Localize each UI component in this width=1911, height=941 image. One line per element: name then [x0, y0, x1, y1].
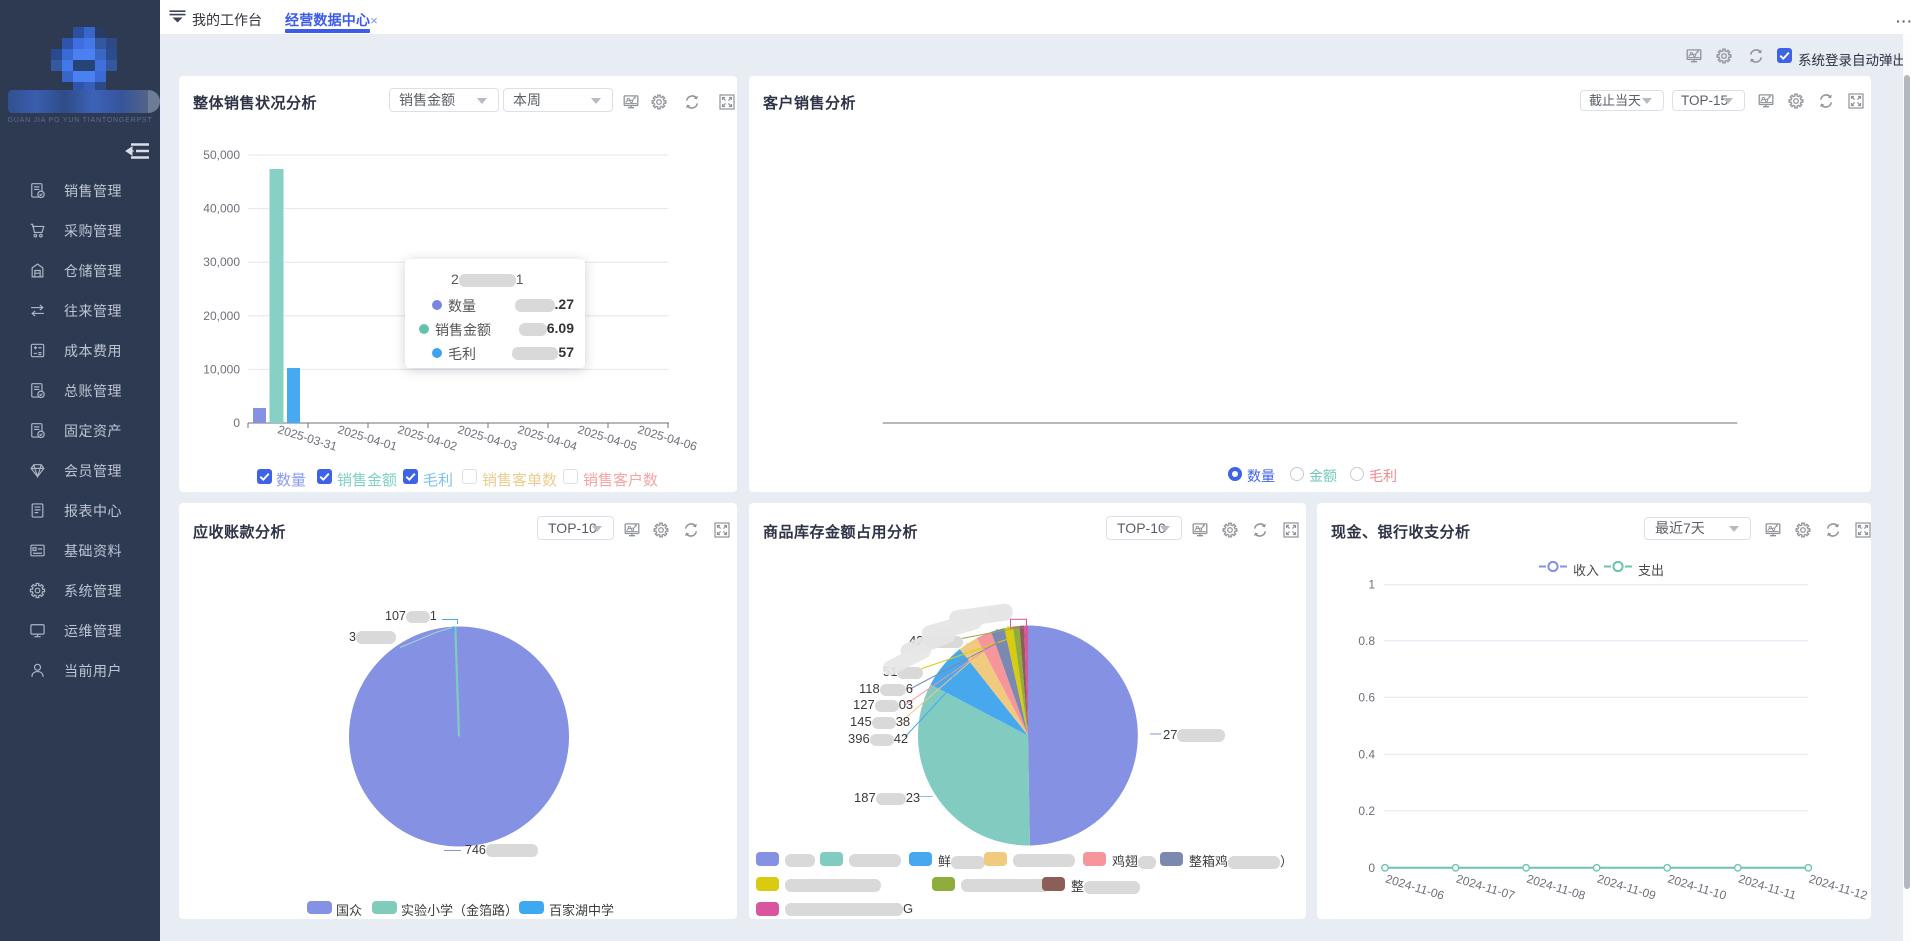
svg-text:10,000: 10,000: [203, 362, 240, 376]
svg-text:2024-11-09: 2024-11-09: [1596, 872, 1658, 903]
svg-text:0.2: 0.2: [1358, 804, 1375, 818]
svg-text:0.6: 0.6: [1358, 690, 1375, 704]
svg-text:0: 0: [233, 416, 240, 430]
svg-text:0.8: 0.8: [1358, 634, 1375, 648]
svg-text:20,000: 20,000: [203, 309, 240, 323]
svg-text:2024-11-11: 2024-11-11: [1737, 872, 1798, 903]
svg-text:0: 0: [1368, 861, 1375, 875]
svg-text:2024-11-08: 2024-11-08: [1525, 872, 1587, 903]
svg-text:1: 1: [1368, 578, 1375, 592]
svg-text:2024-11-07: 2024-11-07: [1455, 872, 1517, 903]
svg-text:50,000: 50,000: [203, 148, 240, 162]
svg-text:2024-11-12: 2024-11-12: [1807, 872, 1869, 903]
svg-text:0.4: 0.4: [1358, 747, 1375, 761]
svg-text:30,000: 30,000: [203, 255, 240, 269]
svg-text:40,000: 40,000: [203, 202, 240, 216]
svg-text:2024-11-10: 2024-11-10: [1666, 872, 1728, 903]
svg-text:2024-11-06: 2024-11-06: [1384, 872, 1446, 903]
